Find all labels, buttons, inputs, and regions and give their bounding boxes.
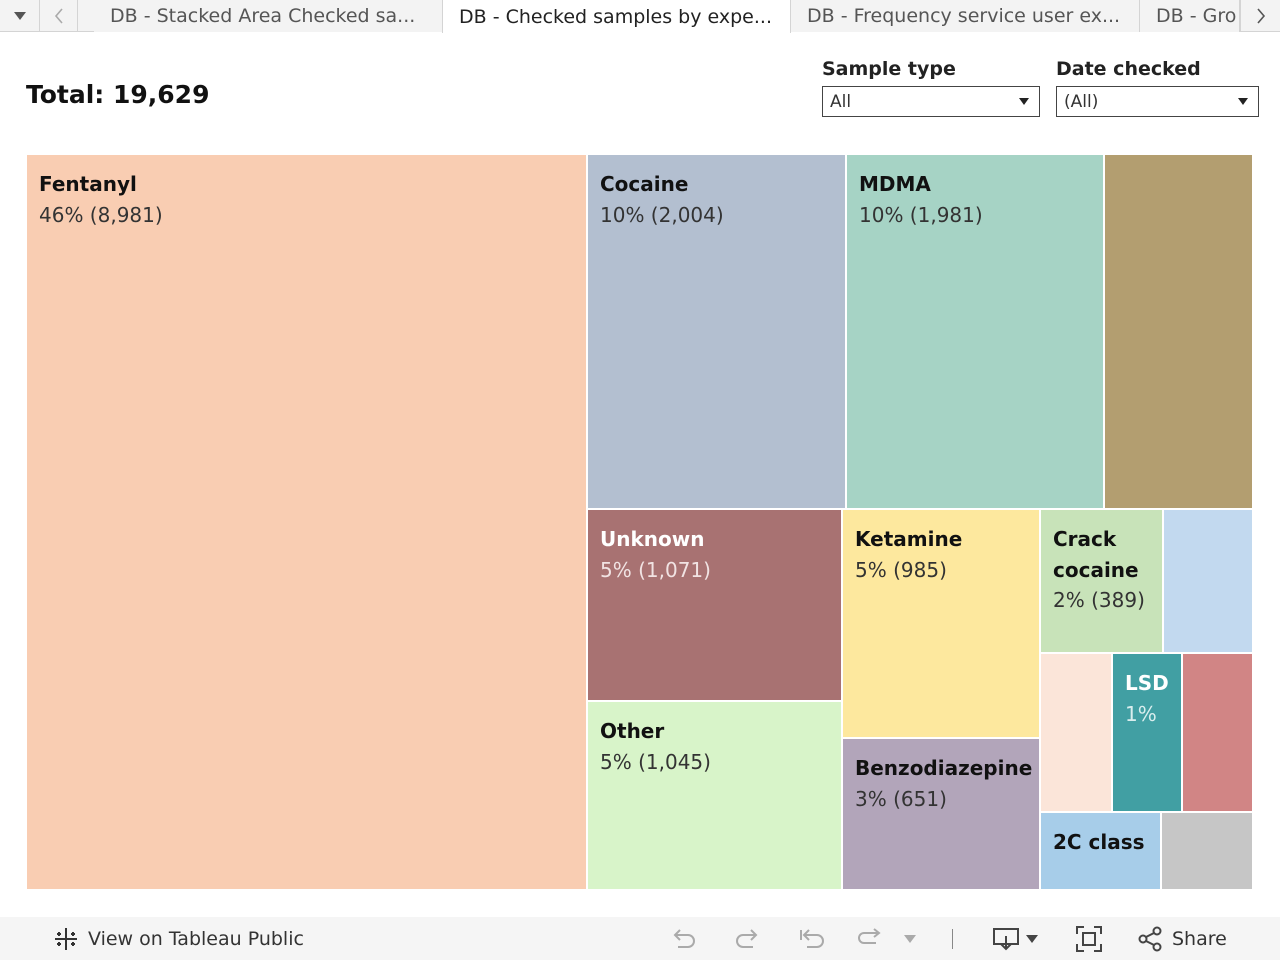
chevron-left-icon	[54, 7, 63, 24]
cell-value: 1%	[1125, 702, 1157, 726]
toolbar-divider	[952, 917, 953, 960]
cell-value: 5% (1,071)	[600, 558, 711, 582]
cell-value: 5% (1,045)	[600, 750, 711, 774]
cell-value: 3% (651)	[855, 787, 947, 811]
sample-type-label: Sample type	[822, 58, 956, 80]
tab-scroll-right-button[interactable]	[1240, 0, 1280, 31]
treemap-cell-unknown[interactable]: Unknown 5% (1,071)	[587, 509, 842, 701]
undo-button[interactable]	[670, 917, 698, 960]
dropdown-caret-icon	[904, 934, 916, 943]
sample-type-select[interactable]: All	[822, 86, 1040, 117]
treemap-cell-unlabeled-peach[interactable]	[1040, 653, 1112, 812]
sheet-tab-strip: DB - Stacked Area Checked sa... DB - Che…	[0, 0, 1280, 33]
tab-menu-button[interactable]	[0, 0, 40, 31]
treemap-cell-unlabeled-grey[interactable]	[1161, 812, 1253, 890]
redo-icon	[736, 928, 758, 948]
cell-name: LSD	[1125, 671, 1169, 695]
tab-gro[interactable]: DB - Gro	[1140, 0, 1240, 32]
dropdown-caret-icon	[1026, 934, 1038, 943]
undo-icon	[673, 928, 695, 948]
treemap-cell-benzodiazepine[interactable]: Benzodiazepine 3% (651)	[842, 738, 1040, 890]
sample-type-value: All	[830, 91, 852, 112]
cell-name: Cocaine	[600, 172, 689, 196]
tab-checked-samples[interactable]: DB - Checked samples by expe...	[442, 0, 791, 33]
dropdown-arrow-icon	[1019, 98, 1029, 105]
cell-name: Ketamine	[855, 527, 963, 551]
sample-type-filter: Sample type All	[822, 58, 1040, 117]
treemap-cell-unlabeled-lightblue[interactable]	[1163, 509, 1253, 653]
treemap-cell-fentanyl[interactable]: Fentanyl 46% (8,981)	[26, 154, 587, 890]
view-on-tableau-label: View on Tableau Public	[88, 927, 304, 950]
chevron-right-icon	[1256, 7, 1265, 24]
download-button[interactable]	[992, 917, 1038, 960]
redo-button[interactable]	[733, 917, 761, 960]
treemap-cell-mdma[interactable]: MDMA 10% (1,981)	[846, 154, 1104, 509]
cell-value: 10% (1,981)	[859, 203, 983, 227]
fullscreen-button[interactable]	[1075, 917, 1103, 960]
treemap-cell-unlabeled-olive[interactable]	[1104, 154, 1253, 509]
cell-name: MDMA	[859, 172, 931, 196]
tab-scroll-left-button[interactable]	[40, 0, 78, 31]
treemap-cell-unlabeled-rose[interactable]	[1182, 653, 1253, 812]
tab-label: DB - Frequency service user ex...	[807, 5, 1121, 27]
treemap-chart: Fentanyl 46% (8,981) Cocaine 10% (2,004)…	[26, 154, 1253, 890]
cell-name: 2C class	[1053, 830, 1145, 854]
cell-name: Benzodiazepine	[855, 756, 1033, 780]
cell-value: 5% (985)	[855, 558, 947, 582]
cell-name: Unknown	[600, 527, 705, 551]
treemap-cell-cocaine[interactable]: Cocaine 10% (2,004)	[587, 154, 846, 509]
tab-label: DB - Gro	[1156, 5, 1237, 27]
share-icon	[1138, 926, 1162, 951]
cell-name: Other	[600, 719, 665, 743]
treemap-cell-ketamine[interactable]: Ketamine 5% (985)	[842, 509, 1040, 738]
download-icon	[993, 927, 1019, 950]
fullscreen-icon	[1076, 925, 1102, 952]
dropdown-caret-icon	[13, 11, 26, 20]
share-label: Share	[1172, 927, 1227, 950]
treemap-cell-2c-class[interactable]: 2C class	[1040, 812, 1161, 890]
tableau-logo-icon	[55, 927, 77, 950]
tab-frequency-service[interactable]: DB - Frequency service user ex...	[791, 0, 1140, 32]
dropdown-arrow-icon	[1238, 98, 1248, 105]
cell-name: Fentanyl	[39, 172, 137, 196]
date-checked-label: Date checked	[1056, 58, 1201, 80]
tab-label: DB - Stacked Area Checked sa...	[110, 5, 416, 27]
total-count: Total: 19,629	[26, 80, 210, 109]
tab-label: DB - Checked samples by expe...	[459, 5, 772, 28]
revert-button[interactable]	[797, 917, 827, 960]
cell-value: 10% (2,004)	[600, 203, 724, 227]
cell-value: 2% (389)	[1053, 588, 1145, 612]
tab-stacked-area[interactable]: DB - Stacked Area Checked sa...	[94, 0, 443, 32]
date-checked-filter: Date checked (All)	[1056, 58, 1259, 117]
bottom-toolbar: View on Tableau Public	[0, 917, 1280, 960]
refresh-icon	[858, 927, 881, 944]
refresh-button[interactable]	[856, 917, 916, 960]
treemap-cell-crack-cocaine[interactable]: Crack cocaine 2% (389)	[1040, 509, 1163, 653]
share-button[interactable]: Share	[1137, 917, 1227, 960]
cell-name: Crack cocaine	[1053, 527, 1139, 582]
view-on-tableau-button[interactable]: View on Tableau Public	[52, 917, 304, 960]
revert-icon	[800, 928, 824, 948]
treemap-cell-lsd[interactable]: LSD 1%	[1112, 653, 1182, 812]
date-checked-value: (All)	[1064, 91, 1099, 112]
cell-value: 46% (8,981)	[39, 203, 163, 227]
treemap-cell-other[interactable]: Other 5% (1,045)	[587, 701, 842, 890]
date-checked-select[interactable]: (All)	[1056, 86, 1259, 117]
